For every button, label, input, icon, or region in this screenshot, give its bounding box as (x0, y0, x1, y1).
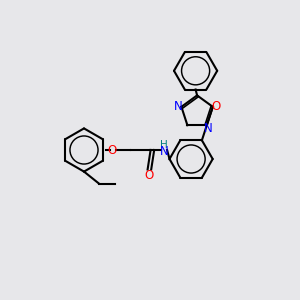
Text: H: H (160, 140, 168, 150)
Text: N: N (173, 100, 182, 113)
Text: N: N (160, 145, 169, 158)
Text: O: O (145, 169, 154, 182)
Text: O: O (212, 100, 221, 113)
Text: O: O (107, 143, 116, 157)
Text: N: N (204, 122, 213, 135)
